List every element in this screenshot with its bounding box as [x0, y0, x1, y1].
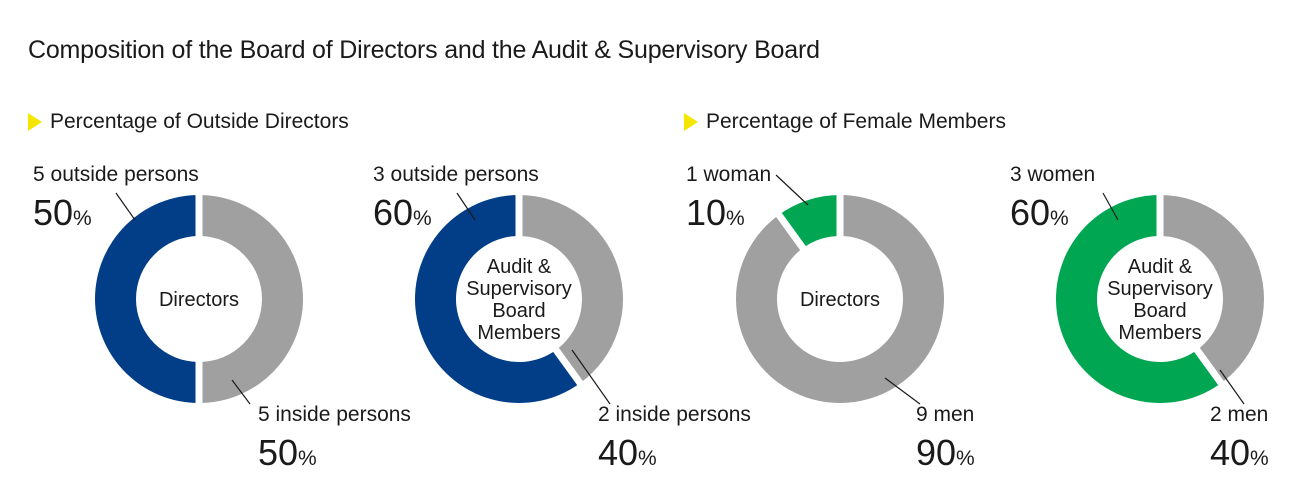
section-female-members: Percentage of Female Members — [684, 110, 1006, 134]
leader-line — [1102, 192, 1119, 221]
donut-slice — [1160, 195, 1264, 384]
slice-percent: 50% — [258, 432, 317, 473]
page-title: Composition of the Board of Directors an… — [28, 36, 820, 64]
slice-percent: 90% — [916, 432, 975, 473]
slice-label: 3 women — [1010, 163, 1096, 186]
triangle-bullet-icon — [684, 113, 698, 131]
section-title: Percentage of Outside Directors — [50, 110, 349, 133]
slice-label: 9 men — [916, 403, 975, 426]
slice-percent: 40% — [1210, 432, 1269, 473]
slice-separator — [1193, 346, 1226, 387]
triangle-bullet-icon — [28, 113, 42, 131]
donut-center-label: Members — [1118, 322, 1201, 344]
donut-slice — [199, 195, 303, 403]
donut-center-label: Members — [477, 322, 560, 344]
slice-label: 1 woman — [686, 163, 772, 186]
slice-percent: 10% — [686, 192, 745, 233]
donut-center-label: Supervisory — [466, 278, 572, 300]
leader-line — [775, 174, 809, 206]
slice-percent: 50% — [33, 192, 92, 233]
leader-line — [1219, 369, 1245, 405]
section-title: Percentage of Female Members — [706, 110, 1006, 133]
slice-percent: 40% — [598, 432, 657, 473]
donut-slice — [736, 195, 945, 404]
donut-slice — [519, 195, 623, 384]
slice-separator — [774, 211, 807, 252]
donut-center-label: Audit & — [487, 256, 552, 278]
leader-line — [571, 349, 611, 405]
slice-label: 3 outside persons — [373, 163, 539, 186]
slice-percent: 60% — [1010, 192, 1069, 233]
slice-percent: 60% — [373, 192, 432, 233]
donut-center-label: Board — [1133, 300, 1186, 322]
slice-label: 2 men — [1210, 403, 1269, 426]
slice-separator — [552, 346, 585, 387]
section-outside-directors: Percentage of Outside Directors — [28, 110, 349, 134]
donut-center-label: Board — [492, 300, 545, 322]
leader-line — [231, 379, 251, 405]
donut-slice — [95, 195, 199, 403]
leader-line — [456, 192, 476, 221]
donut-slice — [1056, 195, 1222, 404]
slice-label: 2 inside persons — [598, 403, 751, 426]
leader-line — [884, 377, 921, 405]
donut-center-label: Supervisory — [1107, 278, 1213, 300]
donut-slice — [414, 195, 581, 403]
slice-label: 5 inside persons — [258, 403, 411, 426]
donut-center-label: Directors — [159, 289, 239, 311]
leader-line — [115, 192, 136, 221]
donut-center-label: Audit & — [1128, 256, 1193, 278]
slice-label: 5 outside persons — [33, 163, 199, 186]
donut-center-label: Directors — [800, 289, 880, 311]
